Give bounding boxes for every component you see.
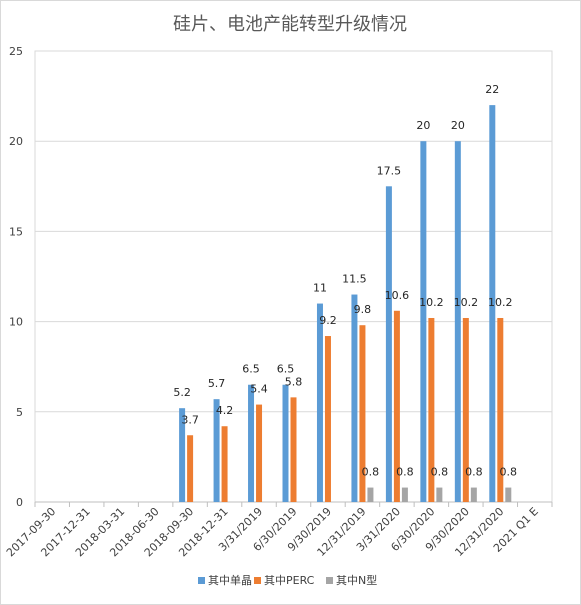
data-label: 5.4 xyxy=(250,383,268,396)
y-tick-label: 20 xyxy=(9,135,23,148)
data-label: 0.8 xyxy=(396,466,414,479)
legend-swatch xyxy=(198,577,205,584)
data-label: 9.2 xyxy=(319,314,337,327)
legend-swatch xyxy=(254,577,261,584)
bar xyxy=(420,141,427,502)
data-label: 11 xyxy=(313,282,327,295)
bar xyxy=(290,397,297,502)
data-label: 0.8 xyxy=(362,466,380,479)
data-label: 17.5 xyxy=(377,164,402,177)
bar xyxy=(367,487,374,502)
bar xyxy=(505,487,512,502)
legend-label: 其中单晶 xyxy=(208,574,252,587)
data-label: 20 xyxy=(451,119,465,132)
bar xyxy=(187,435,194,502)
bar xyxy=(221,426,228,502)
y-tick-label: 25 xyxy=(9,45,23,58)
data-label: 9.8 xyxy=(354,303,372,316)
legend-swatch xyxy=(326,577,333,584)
bar xyxy=(316,303,323,502)
bar xyxy=(401,487,408,502)
legend: 其中单晶 其中PERC 其中N型 xyxy=(198,573,377,587)
chart-title: 硅片、电池产能转型升级情况 xyxy=(173,14,407,35)
bar xyxy=(428,317,435,502)
data-label: 0.8 xyxy=(431,466,449,479)
data-label-layer: 5.2 5.7 6.5 6.5 11 11.5 17.5 20 20 22 3.7 4.2 5.4 5.8… xyxy=(173,83,517,478)
bar xyxy=(462,317,469,502)
bar xyxy=(324,336,331,502)
data-label: 10.2 xyxy=(488,296,513,309)
y-tick-label: 15 xyxy=(9,225,23,238)
legend-label: 其中N型 xyxy=(336,573,377,587)
data-label: 6.5 xyxy=(242,363,260,376)
data-label: 11.5 xyxy=(342,273,367,286)
data-label: 5.7 xyxy=(208,377,226,390)
data-label: 5.2 xyxy=(173,386,191,399)
bar xyxy=(436,487,443,502)
bar xyxy=(256,404,263,502)
data-label: 6.5 xyxy=(277,363,295,376)
bar-layer xyxy=(179,105,512,503)
data-label: 22 xyxy=(485,83,499,96)
bar xyxy=(248,384,255,502)
bar xyxy=(454,141,461,502)
data-label: 10.2 xyxy=(419,296,444,309)
bar xyxy=(497,317,504,502)
bar xyxy=(385,186,392,503)
bar xyxy=(489,105,496,503)
bar xyxy=(213,399,220,502)
y-tick-label: 0 xyxy=(16,496,23,509)
data-label: 4.2 xyxy=(216,404,234,417)
data-label: 0.8 xyxy=(465,466,483,479)
data-label: 0.8 xyxy=(500,466,518,479)
legend-label: 其中PERC xyxy=(264,574,315,587)
bar xyxy=(393,310,400,502)
data-label: 3.7 xyxy=(181,413,199,426)
bar xyxy=(359,325,366,502)
bar xyxy=(470,487,477,502)
data-label: 10.2 xyxy=(454,296,479,309)
data-label: 10.6 xyxy=(385,289,410,302)
bar xyxy=(282,384,289,502)
data-label: 20 xyxy=(416,119,430,132)
y-tick-label: 10 xyxy=(9,316,23,329)
data-label: 5.8 xyxy=(285,375,303,388)
bar xyxy=(351,294,358,502)
y-tick-label: 5 xyxy=(16,406,23,419)
bar xyxy=(179,408,186,502)
